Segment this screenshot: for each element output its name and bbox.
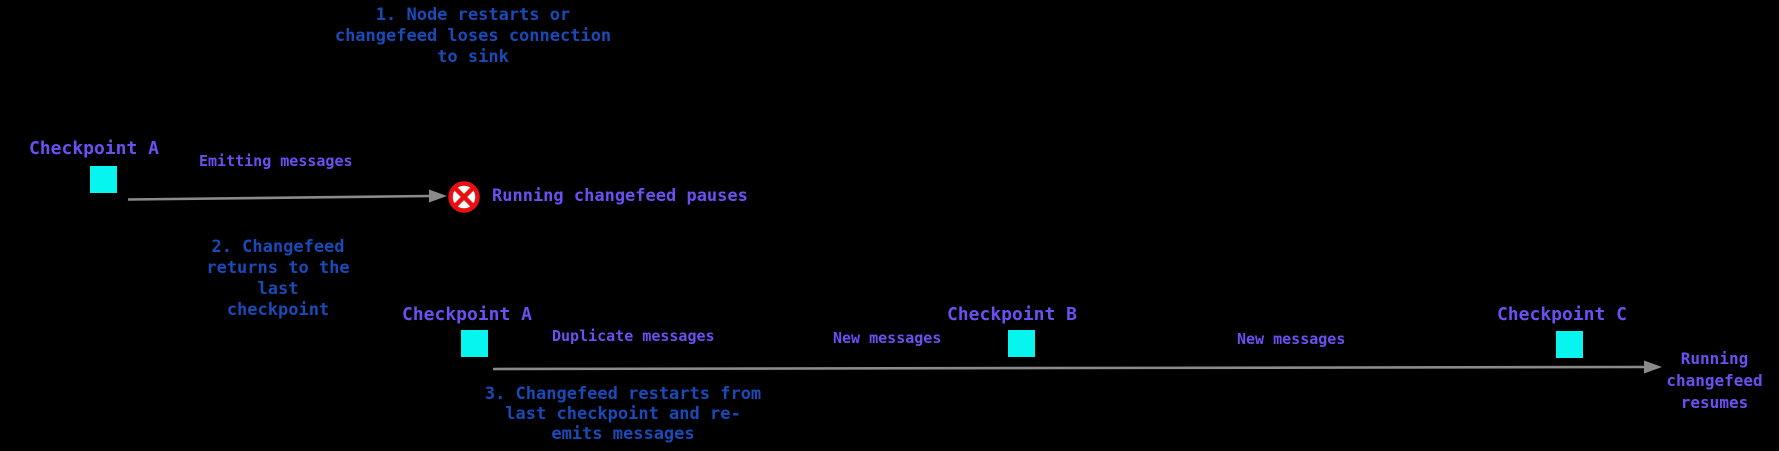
checkpoint-b-marker-icon [1008,330,1035,357]
timeline2-checkpoint-c-label: Checkpoint C [1496,304,1628,325]
timeline-1-arrow [127,189,447,203]
step1-annotation: 1. Node restarts or changefeed loses con… [334,5,612,67]
timeline-2-arrow [492,360,1662,374]
step3-annotation: 3. Changefeed restarts from last checkpo… [484,384,762,444]
step2-annotation: 2. Changefeed returns to the last checkp… [206,237,350,320]
emitting-messages-label: Emitting messages [199,152,353,170]
timeline2-checkpoint-b-label: Checkpoint B [946,304,1078,325]
duplicate-messages-label: Duplicate messages [552,327,715,345]
checkpoint-c-marker-icon [1556,331,1583,358]
new-messages-label-2: New messages [1237,330,1346,348]
timeline2-checkpoint-a-label: Checkpoint A [401,304,533,325]
timeline1-checkpoint-a-label: Checkpoint A [28,138,160,159]
new-messages-label-1: New messages [833,329,942,347]
running-changefeed-resumes-label: Running changefeed resumes [1666,349,1763,412]
running-changefeed-pauses-label: Running changefeed pauses [492,186,748,206]
checkpoint-a1-marker-icon [90,166,117,193]
checkpoint-a2-marker-icon [461,330,488,357]
cancel-x-circle-icon [448,181,480,213]
